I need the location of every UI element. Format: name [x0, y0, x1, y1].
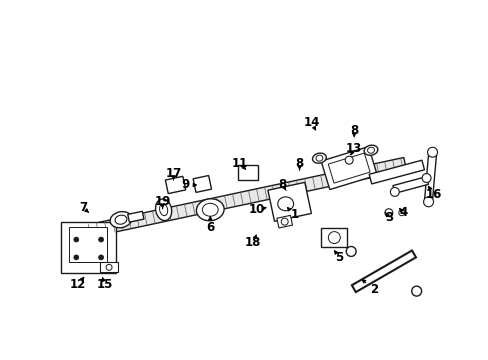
Text: 17: 17 — [165, 167, 182, 180]
Text: 6: 6 — [206, 221, 214, 234]
Ellipse shape — [281, 218, 287, 225]
Text: 19: 19 — [154, 195, 170, 208]
Ellipse shape — [155, 199, 171, 221]
Ellipse shape — [389, 188, 399, 196]
Text: 11: 11 — [231, 157, 247, 170]
Text: 18: 18 — [244, 236, 261, 249]
Ellipse shape — [398, 210, 404, 216]
Ellipse shape — [159, 204, 167, 216]
Ellipse shape — [115, 215, 126, 224]
Ellipse shape — [110, 212, 131, 228]
Text: 5: 5 — [334, 251, 343, 264]
Ellipse shape — [74, 255, 79, 260]
Polygon shape — [321, 228, 346, 247]
Ellipse shape — [312, 153, 325, 163]
Ellipse shape — [196, 199, 224, 221]
Text: 12: 12 — [70, 278, 86, 291]
Text: 7: 7 — [79, 201, 87, 214]
Text: 16: 16 — [425, 188, 441, 201]
Ellipse shape — [411, 286, 421, 296]
Ellipse shape — [384, 209, 392, 217]
Text: 2: 2 — [369, 283, 377, 296]
Ellipse shape — [327, 231, 340, 243]
Polygon shape — [193, 176, 211, 192]
Polygon shape — [276, 215, 292, 228]
Ellipse shape — [106, 264, 112, 270]
Text: 10: 10 — [248, 203, 264, 216]
Text: 8: 8 — [295, 157, 303, 170]
Text: 3: 3 — [384, 211, 392, 224]
Ellipse shape — [367, 147, 374, 153]
Ellipse shape — [345, 156, 352, 164]
Polygon shape — [238, 165, 257, 180]
Text: 15: 15 — [97, 278, 113, 291]
Ellipse shape — [423, 197, 433, 207]
Polygon shape — [165, 176, 185, 194]
Text: 8: 8 — [278, 179, 286, 192]
Polygon shape — [100, 262, 118, 272]
Polygon shape — [69, 227, 107, 262]
Ellipse shape — [364, 145, 377, 155]
Text: 1: 1 — [290, 208, 298, 221]
Ellipse shape — [74, 237, 79, 242]
Text: 13: 13 — [346, 142, 362, 155]
Ellipse shape — [202, 203, 218, 216]
Polygon shape — [321, 147, 376, 190]
Polygon shape — [61, 222, 115, 273]
Ellipse shape — [99, 255, 103, 260]
Polygon shape — [368, 160, 424, 184]
Ellipse shape — [277, 197, 293, 211]
Polygon shape — [127, 211, 143, 222]
Polygon shape — [327, 153, 369, 183]
Polygon shape — [267, 183, 311, 221]
Text: 8: 8 — [349, 124, 358, 137]
Ellipse shape — [346, 247, 355, 256]
Text: 9: 9 — [181, 179, 189, 192]
Ellipse shape — [421, 174, 430, 183]
Polygon shape — [392, 177, 427, 193]
Ellipse shape — [427, 147, 437, 157]
Ellipse shape — [99, 237, 103, 242]
Polygon shape — [424, 149, 436, 204]
Text: 14: 14 — [303, 116, 319, 129]
Text: 4: 4 — [399, 206, 407, 219]
Polygon shape — [351, 251, 415, 292]
Ellipse shape — [315, 155, 322, 161]
Polygon shape — [83, 158, 406, 238]
